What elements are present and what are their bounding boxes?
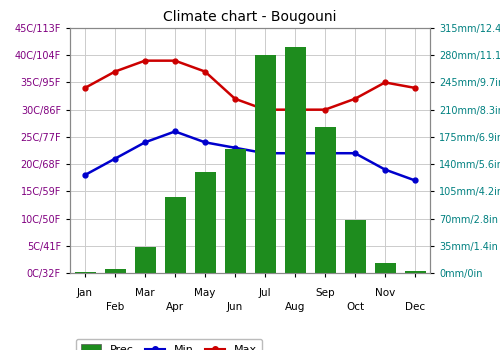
Text: Jul: Jul	[258, 288, 272, 298]
Bar	[404, 272, 425, 273]
Text: Apr: Apr	[166, 302, 184, 312]
Bar	[104, 269, 126, 273]
Title: Climate chart - Bougouni: Climate chart - Bougouni	[163, 10, 337, 24]
Text: Nov: Nov	[375, 288, 395, 298]
Text: Feb: Feb	[106, 302, 124, 312]
Text: Sep: Sep	[315, 288, 335, 298]
Bar	[314, 127, 336, 273]
Bar	[224, 148, 246, 273]
Text: May: May	[194, 288, 216, 298]
Bar	[254, 55, 276, 273]
Bar	[74, 272, 96, 273]
Text: Oct: Oct	[346, 302, 364, 312]
Bar	[344, 220, 366, 273]
Bar	[194, 172, 216, 273]
Bar	[134, 247, 156, 273]
Bar	[284, 48, 306, 273]
Bar	[164, 197, 186, 273]
Text: Aug: Aug	[285, 302, 305, 312]
Text: Dec: Dec	[405, 302, 425, 312]
Text: Jan: Jan	[77, 288, 93, 298]
Text: Jun: Jun	[227, 302, 243, 312]
Bar	[374, 263, 396, 273]
Text: Mar: Mar	[135, 288, 155, 298]
Legend: Prec, Min, Max: Prec, Min, Max	[76, 339, 262, 350]
